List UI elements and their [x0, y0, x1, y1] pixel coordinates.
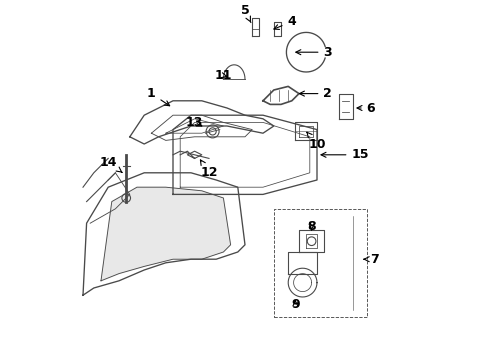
Text: 14: 14 — [99, 156, 122, 172]
Text: 12: 12 — [200, 160, 218, 179]
Text: 6: 6 — [357, 102, 375, 114]
Polygon shape — [101, 187, 231, 281]
Text: 10: 10 — [307, 132, 326, 150]
Text: 5: 5 — [241, 4, 251, 23]
Text: 3: 3 — [296, 46, 332, 59]
Text: 2: 2 — [299, 87, 332, 100]
Text: 11: 11 — [215, 69, 232, 82]
Text: 8: 8 — [307, 220, 316, 233]
Text: 13: 13 — [186, 116, 203, 129]
Text: 1: 1 — [147, 87, 170, 106]
Text: 15: 15 — [321, 148, 369, 161]
Text: 9: 9 — [291, 298, 300, 311]
Text: 7: 7 — [364, 253, 379, 266]
Text: 4: 4 — [274, 15, 296, 30]
